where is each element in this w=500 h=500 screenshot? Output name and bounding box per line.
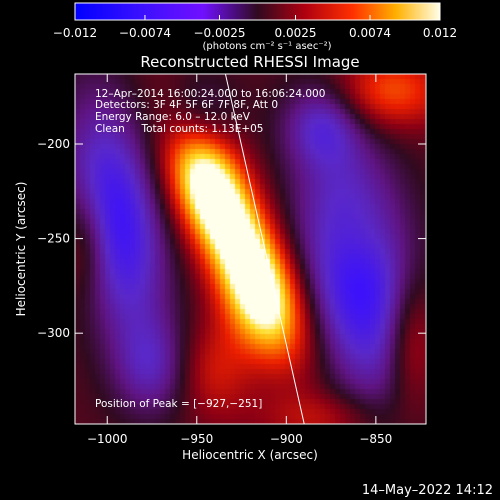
x-tick-label: −900 xyxy=(270,432,303,446)
colorbar: −0.012 −0.0074 −0.0025 0.0025 0.0074 0.012 (p… xyxy=(53,2,457,52)
x-tick-label: −850 xyxy=(359,432,392,446)
y-tick-label: −200 xyxy=(37,137,70,151)
info-line-energy: Energy Range: 6.0 – 12.0 keV xyxy=(95,111,251,123)
heatmap-canvas xyxy=(75,74,426,424)
colorbar-tick-label: 0.012 xyxy=(423,26,457,40)
plot-title: Reconstructed RHESSI Image xyxy=(140,53,359,71)
limb-line xyxy=(224,74,305,424)
colorbar-gradient xyxy=(75,3,440,20)
colorbar-frame xyxy=(74,2,441,21)
y-tick-label: −250 xyxy=(37,232,70,246)
colorbar-tick-label: 0.0025 xyxy=(275,26,317,40)
info-line-clean: Clean Total counts: 1.13E+05 xyxy=(95,123,264,135)
peak-position-label: Position of Peak = [−927,−251] xyxy=(95,398,262,410)
colorbar-tick-label: −0.012 xyxy=(53,26,97,40)
colorbar-units: (photons cm⁻² s⁻¹ asec⁻²) xyxy=(202,41,331,52)
x-tick-label: −1000 xyxy=(87,432,128,446)
y-tick-label: −300 xyxy=(37,326,70,340)
heatmap-image xyxy=(75,74,426,424)
y-axis-label: Heliocentric Y (arcsec) xyxy=(14,182,28,317)
colorbar-tick-label: 0.0074 xyxy=(349,26,391,40)
plot-frame xyxy=(74,73,427,425)
axis-ticks: −1000 −950 −900 −850 −200 −250 −300 xyxy=(37,74,426,446)
info-line-detectors: Detectors: 3F 4F 5F 6F 7F 8F, Att 0 xyxy=(95,99,278,111)
colorbar-tick-label: −0.0074 xyxy=(119,26,171,40)
colorbar-ticks: −0.012 −0.0074 −0.0025 0.0025 0.0074 0.012 xyxy=(53,15,457,40)
footer-date: 14–May–2022 14:12 xyxy=(362,483,493,498)
info-block: 12–Apr–2014 16:00:24.000 to 16:06:24.000… xyxy=(95,88,325,135)
x-axis-label: Heliocentric X (arcsec) xyxy=(182,448,318,462)
colorbar-tick-label: −0.0025 xyxy=(193,26,245,40)
info-line-time: 12–Apr–2014 16:00:24.000 to 16:06:24.000 xyxy=(95,88,325,100)
x-tick-label: −950 xyxy=(180,432,213,446)
